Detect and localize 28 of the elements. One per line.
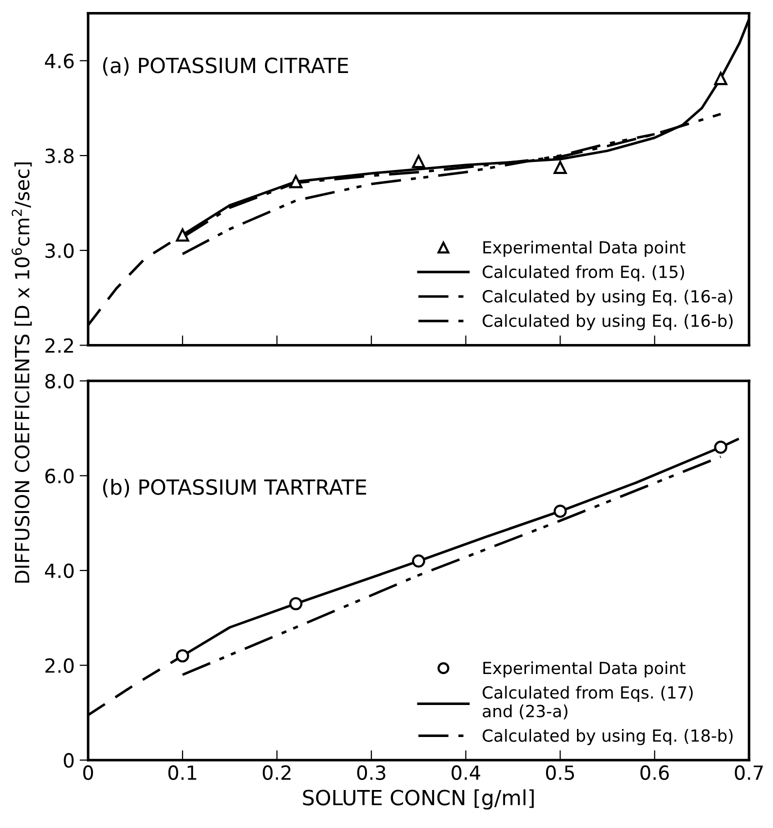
x-tick-label: 0 xyxy=(83,765,94,780)
y-tick-label: 8.0 xyxy=(45,374,74,389)
legend-label: Calculated from Eqs. (17) and (23-a) xyxy=(482,686,693,720)
x-tick-label: 0.4 xyxy=(452,765,480,780)
y-tick-label: 4.6 xyxy=(44,54,74,68)
legend-label: Calculated by using Eq. (16-b) xyxy=(482,314,733,330)
x-tick-label: 0.1 xyxy=(168,765,196,780)
y-tick-label: 3.8 xyxy=(45,148,74,164)
legend-label: Calculated by using Eq. (16-a) xyxy=(482,290,732,306)
x-tick-label: 0.5 xyxy=(546,765,574,780)
y-axis-title: DIFFUSION COEFFICIENTS [D x 10$^{6}$cm$^{2}$/sec] xyxy=(12,162,32,583)
annotation: (a) POTASSIUM CITRATE xyxy=(103,57,348,76)
y-tick-label: 6.0 xyxy=(45,468,74,484)
y-tick-label: 3.0 xyxy=(45,243,74,258)
x-tick-label: 0.6 xyxy=(640,765,669,780)
y-tick-label: 4.0 xyxy=(44,563,74,578)
y-tick-label: 2.2 xyxy=(45,338,73,353)
legend-label: Experimental Data point xyxy=(483,240,686,257)
legend-label: Calculated by using Eq. (18-b) xyxy=(482,728,733,746)
x-axis-title: SOLUTE CONCN [g/ml] xyxy=(303,789,534,810)
legend-label: Calculated from Eq. (15) xyxy=(482,265,684,282)
x-tick-label: 0.3 xyxy=(357,765,386,780)
legend-label: Experimental Data point xyxy=(483,661,686,678)
y-tick-label: 0 xyxy=(64,753,74,768)
x-tick-label: 0.2 xyxy=(262,765,290,780)
x-tick-label: 0.7 xyxy=(734,765,763,780)
y-tick-label: 2.0 xyxy=(45,658,74,673)
annotation: (b) POTASSIUM TARTRATE xyxy=(103,478,366,498)
